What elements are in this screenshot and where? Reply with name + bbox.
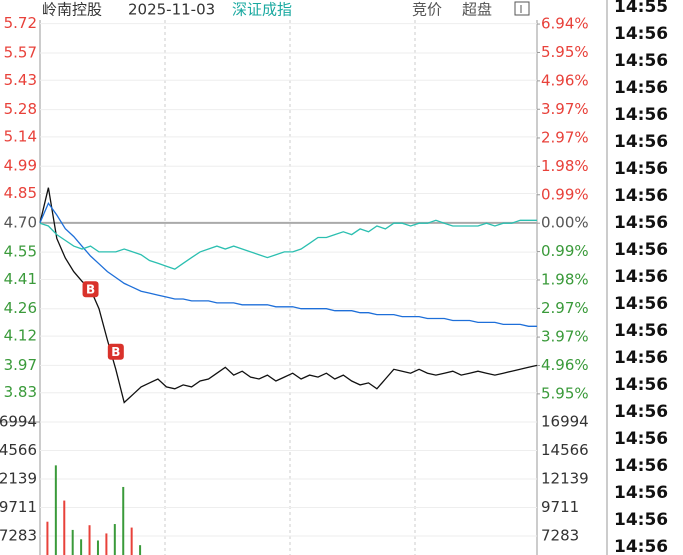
y-tick-label: 4.85 (4, 184, 37, 202)
volume-tick-label: 9711 (0, 498, 37, 516)
auction-button[interactable]: 竞价 (412, 1, 442, 19)
y-tick-label: 5.28 (4, 100, 37, 118)
date: 2025-11-03 (128, 1, 215, 19)
y-tick-label: 4.55 (4, 243, 37, 261)
time-label: 14:56 (614, 105, 668, 125)
y2-tick-label: 2.97% (541, 299, 589, 317)
volume-tick-label: 12139 (0, 469, 37, 487)
time-label: 14:56 (614, 159, 668, 179)
time-label: 14:56 (614, 375, 668, 395)
y2-tick-label: 4.96% (541, 71, 589, 89)
time-label: 14:56 (614, 483, 668, 503)
menu-icon[interactable] (514, 1, 530, 16)
y-tick-label: 3.97 (4, 356, 37, 374)
volume-bar (113, 524, 116, 555)
volume-bar (54, 465, 57, 555)
y-tick-label: 4.41 (4, 270, 37, 288)
y-tick-label: 3.83 (4, 383, 37, 401)
buy-marker (107, 343, 124, 360)
y2-tick-label: 0.00% (541, 214, 589, 232)
time-label: 14:56 (614, 24, 668, 44)
y-tick-label: 5.43 (4, 71, 37, 89)
volume-bar (46, 521, 49, 555)
buy-marker-label: B (86, 283, 95, 297)
y2-tick-label: 1.98% (541, 157, 589, 175)
buy-marker (82, 281, 99, 298)
time-label: 14:56 (614, 51, 668, 71)
time-label: 14:56 (614, 537, 668, 555)
time-label: 14:56 (614, 294, 668, 314)
volume-bar (88, 525, 91, 555)
time-label: 14:56 (614, 429, 668, 449)
y-tick-label: 5.14 (4, 127, 37, 145)
y-tick-label: 5.72 (4, 14, 37, 32)
series-line (39, 201, 537, 327)
time-label: 14:56 (614, 213, 668, 233)
volume-bar (96, 540, 99, 555)
volume-tick-label: 16994 (0, 413, 37, 431)
y-tick-label: 4.12 (4, 327, 37, 345)
y-tick-label: 4.26 (4, 299, 37, 317)
volume-bar (105, 533, 108, 555)
volume-tick-label: 14566 (0, 441, 37, 459)
volume-tick-label-right: 16994 (541, 413, 589, 431)
volume-bar (130, 527, 133, 555)
volume-tick-label-right: 12139 (541, 469, 589, 487)
y-tick-label: 5.57 (4, 43, 37, 61)
volume-bar (71, 529, 74, 555)
y2-tick-label: 2.97% (541, 128, 589, 146)
series-line (39, 219, 537, 270)
y2-tick-label: 0.99% (541, 185, 589, 203)
time-label: 14:56 (614, 78, 668, 98)
y2-tick-label: 3.97% (541, 100, 589, 118)
stock-name: 岭南控股 (42, 1, 102, 19)
volume-tick-label-right: 7283 (541, 526, 579, 544)
volume-bar (80, 539, 83, 555)
y2-tick-label: 5.95% (541, 43, 589, 61)
time-label: 14:56 (614, 348, 668, 368)
y2-tick-label: 1.98% (541, 270, 589, 288)
y-tick-label: 4.70 (4, 213, 37, 231)
y2-tick-label: 5.95% (541, 384, 589, 402)
volume-bars (46, 465, 142, 555)
y-tick-label: 4.99 (4, 157, 37, 175)
volume-tick-label-right: 14566 (541, 441, 589, 459)
super-button[interactable]: 超盘 (462, 1, 492, 19)
time-label: 14:56 (614, 240, 668, 260)
volume-tick-label-right: 9711 (541, 498, 579, 516)
series-line (39, 187, 538, 404)
y2-tick-label: 6.94% (541, 15, 589, 33)
volume-bar (139, 545, 142, 555)
volume-bar (122, 486, 125, 555)
index-name: 深证成指 (232, 1, 292, 19)
time-label: 14:56 (614, 267, 668, 287)
buy-marker-label: B (111, 345, 120, 359)
time-label: 14:56 (614, 402, 668, 422)
volume-tick-label: 7283 (0, 526, 37, 544)
y2-tick-label: 4.96% (541, 356, 589, 374)
volume-bar (63, 500, 66, 555)
time-label: 14:56 (614, 510, 668, 530)
y2-tick-label: 3.97% (541, 328, 589, 346)
time-label: 14:55 (614, 0, 668, 17)
time-label: 14:56 (614, 321, 668, 341)
time-label: 14:56 (614, 132, 668, 152)
time-label: 14:56 (614, 186, 668, 206)
time-label: 14:56 (614, 456, 668, 476)
y2-tick-label: 0.99% (541, 242, 589, 260)
